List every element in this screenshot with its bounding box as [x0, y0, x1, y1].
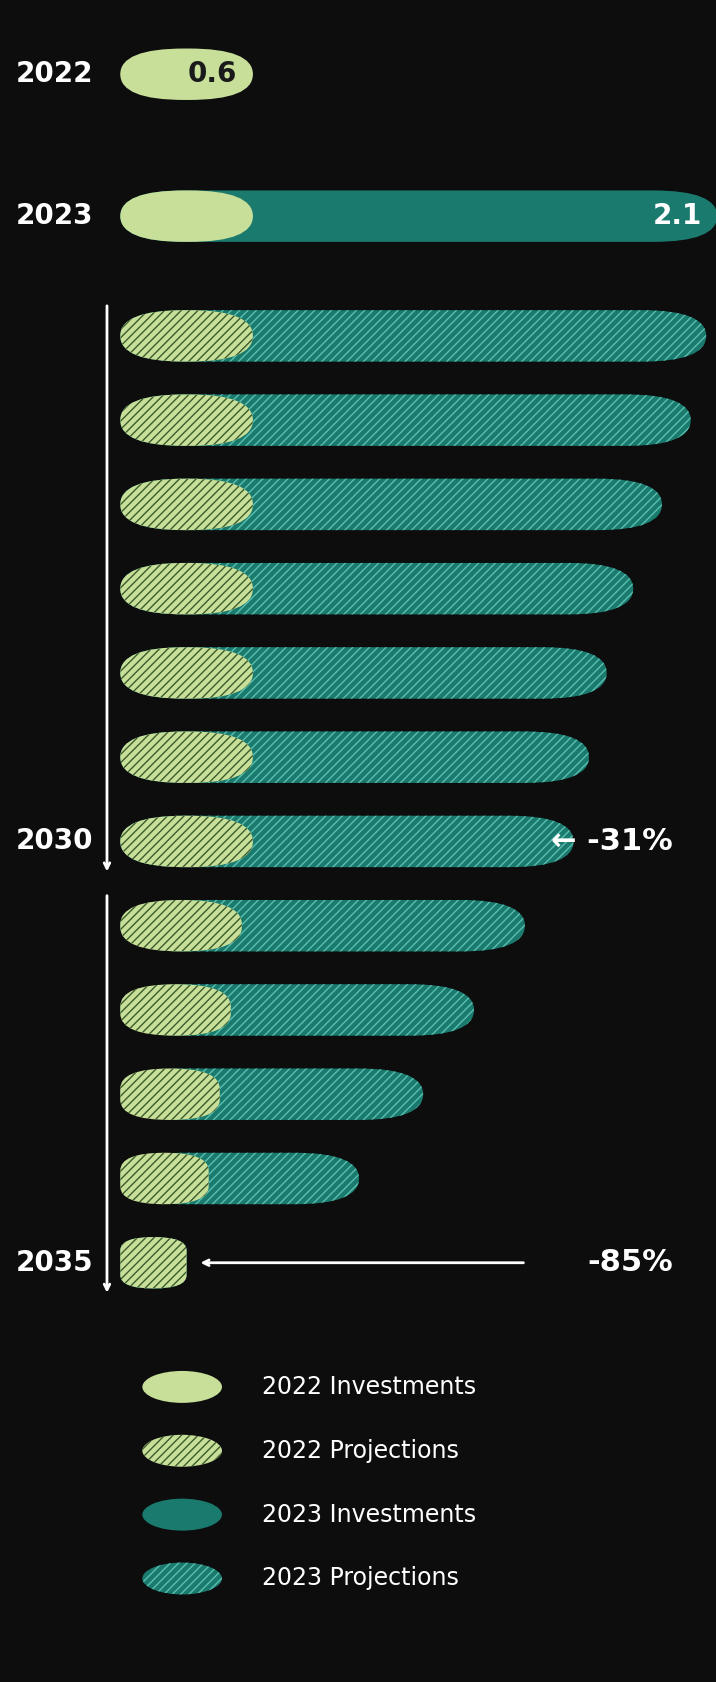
FancyBboxPatch shape: [120, 394, 253, 446]
FancyBboxPatch shape: [120, 816, 253, 868]
FancyBboxPatch shape: [120, 1152, 359, 1204]
FancyBboxPatch shape: [120, 984, 231, 1036]
FancyBboxPatch shape: [120, 648, 253, 698]
Circle shape: [142, 1499, 222, 1531]
FancyBboxPatch shape: [120, 732, 253, 782]
FancyBboxPatch shape: [120, 479, 253, 530]
FancyBboxPatch shape: [120, 1236, 187, 1288]
Text: 2022: 2022: [16, 61, 94, 87]
FancyBboxPatch shape: [120, 648, 606, 698]
FancyBboxPatch shape: [120, 900, 525, 952]
Text: 2.1: 2.1: [652, 202, 702, 230]
Text: 0.6: 0.6: [188, 61, 238, 87]
FancyBboxPatch shape: [120, 190, 253, 242]
Text: ← -31%: ← -31%: [551, 828, 673, 856]
FancyBboxPatch shape: [120, 900, 242, 952]
FancyBboxPatch shape: [120, 563, 633, 614]
Text: 2023 Investments: 2023 Investments: [262, 1502, 476, 1527]
FancyBboxPatch shape: [120, 1068, 423, 1120]
FancyBboxPatch shape: [120, 394, 691, 446]
FancyBboxPatch shape: [120, 732, 589, 782]
FancyBboxPatch shape: [120, 1152, 208, 1204]
Text: 2035: 2035: [16, 1248, 94, 1277]
Circle shape: [142, 1435, 222, 1467]
FancyBboxPatch shape: [120, 309, 706, 362]
Text: 2022 Investments: 2022 Investments: [262, 1374, 476, 1399]
Text: 2023 Projections: 2023 Projections: [262, 1566, 459, 1591]
FancyBboxPatch shape: [120, 190, 716, 242]
FancyBboxPatch shape: [120, 479, 662, 530]
FancyBboxPatch shape: [120, 49, 253, 99]
Circle shape: [142, 1563, 222, 1595]
FancyBboxPatch shape: [120, 984, 474, 1036]
Text: -85%: -85%: [587, 1248, 673, 1277]
FancyBboxPatch shape: [120, 309, 253, 362]
Circle shape: [142, 1371, 222, 1403]
Text: 2023: 2023: [16, 202, 94, 230]
FancyBboxPatch shape: [120, 816, 574, 868]
FancyBboxPatch shape: [120, 1236, 187, 1288]
Text: 2022 Projections: 2022 Projections: [262, 1438, 459, 1463]
FancyBboxPatch shape: [120, 1068, 220, 1120]
FancyBboxPatch shape: [120, 563, 253, 614]
Text: 2030: 2030: [16, 828, 94, 856]
